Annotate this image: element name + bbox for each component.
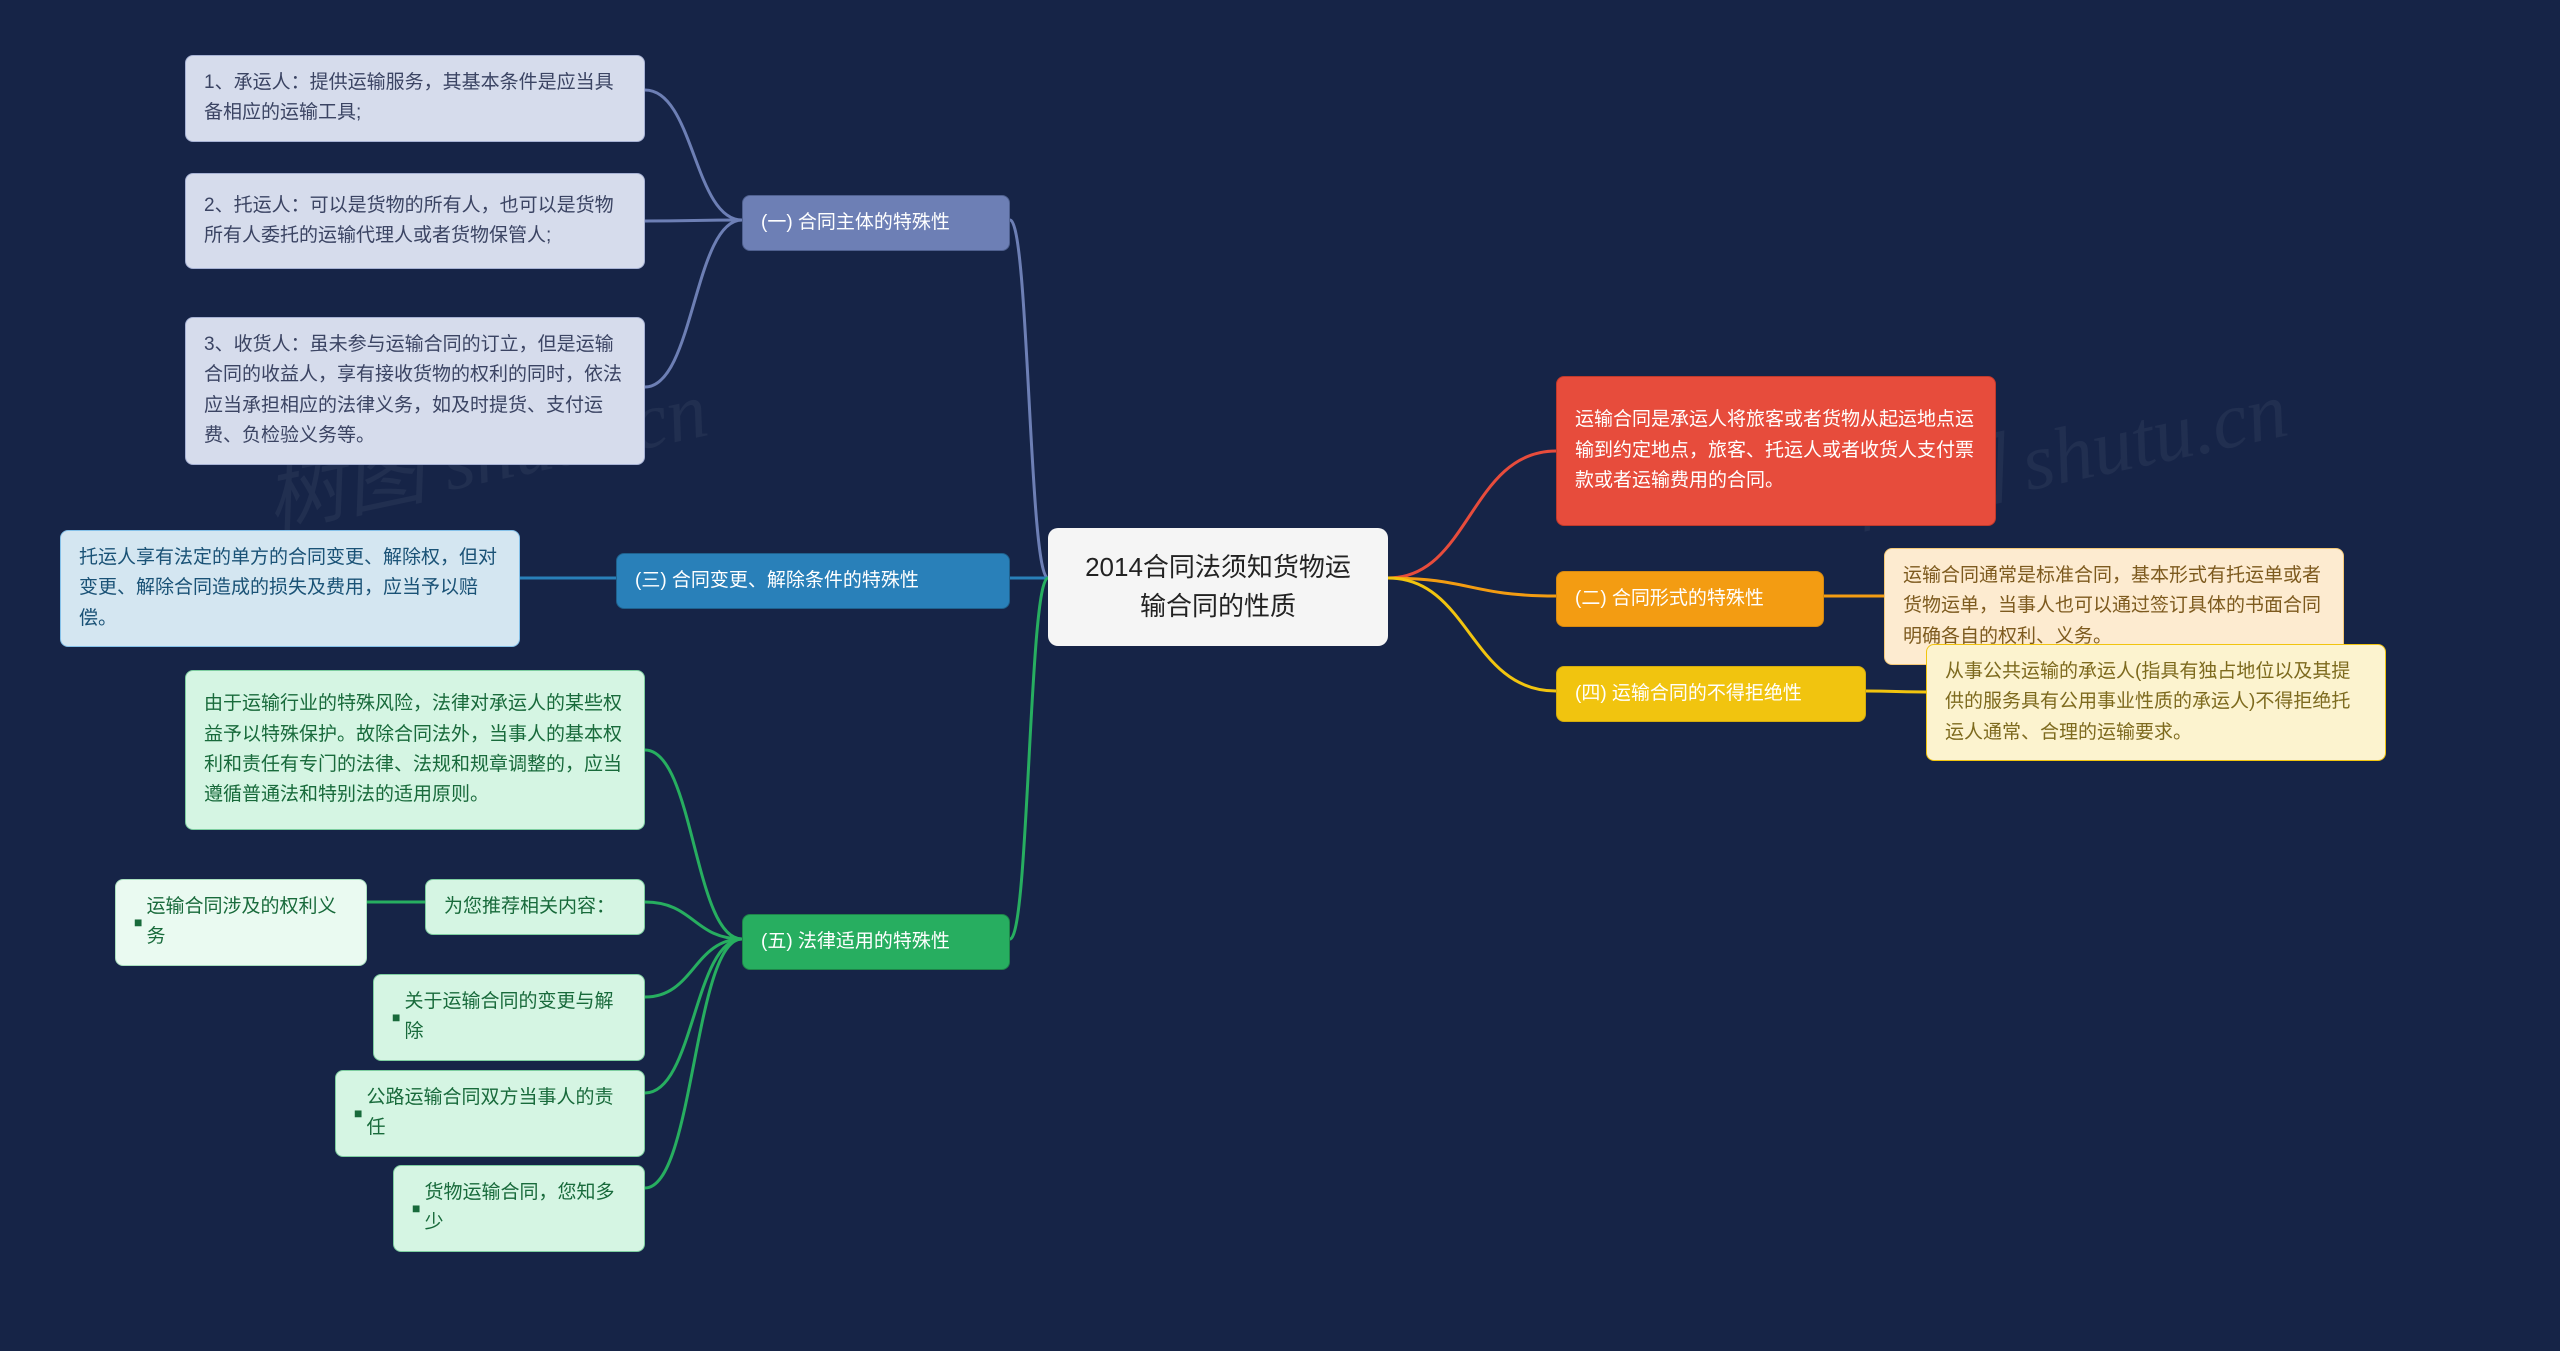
right-intro: 运输合同是承运人将旅客或者货物从起运地点运输到约定地点，旅客、托运人或者收货人支… (1556, 376, 1996, 526)
branch-5-label: (五) 法律适用的特殊性 (742, 914, 1010, 970)
branch-5-leaf-1-sub: 运输合同涉及的权利义务 (115, 879, 367, 966)
center-node: 2014合同法须知货物运输合同的性质 (1048, 528, 1388, 646)
branch-1-leaf-0: 1、承运人：提供运输服务，其基本条件是应当具备相应的运输工具; (185, 55, 645, 142)
branch-4-leaf: 从事公共运输的承运人(指具有独占地位以及其提供的服务具有公用事业性质的承运人)不… (1926, 644, 2386, 761)
branch-5-leaf-0: 由于运输行业的特殊风险，法律对承运人的某些权益予以特殊保护。故除合同法外，当事人… (185, 670, 645, 830)
branch-3-leaf: 托运人享有法定的单方的合同变更、解除权，但对变更、解除合同造成的损失及费用，应当… (60, 530, 520, 647)
branch-1-label: (一) 合同主体的特殊性 (742, 195, 1010, 251)
branch-5-leaf-1: 为您推荐相关内容： (425, 879, 645, 935)
branch-5-leaf-4: 货物运输合同，您知多少 (393, 1165, 645, 1252)
branch-5-leaf-3: 公路运输合同双方当事人的责任 (335, 1070, 645, 1157)
branch-4-label: (四) 运输合同的不得拒绝性 (1556, 666, 1866, 722)
branch-2-label: (二) 合同形式的特殊性 (1556, 571, 1824, 627)
branch-3-label: (三) 合同变更、解除条件的特殊性 (616, 553, 1010, 609)
branch-1-leaf-2: 3、收货人：虽未参与运输合同的订立，但是运输合同的收益人，享有接收货物的权利的同… (185, 317, 645, 465)
branch-1-leaf-1: 2、托运人：可以是货物的所有人，也可以是货物所有人委托的运输代理人或者货物保管人… (185, 173, 645, 269)
branch-5-leaf-2: 关于运输合同的变更与解除 (373, 974, 645, 1061)
